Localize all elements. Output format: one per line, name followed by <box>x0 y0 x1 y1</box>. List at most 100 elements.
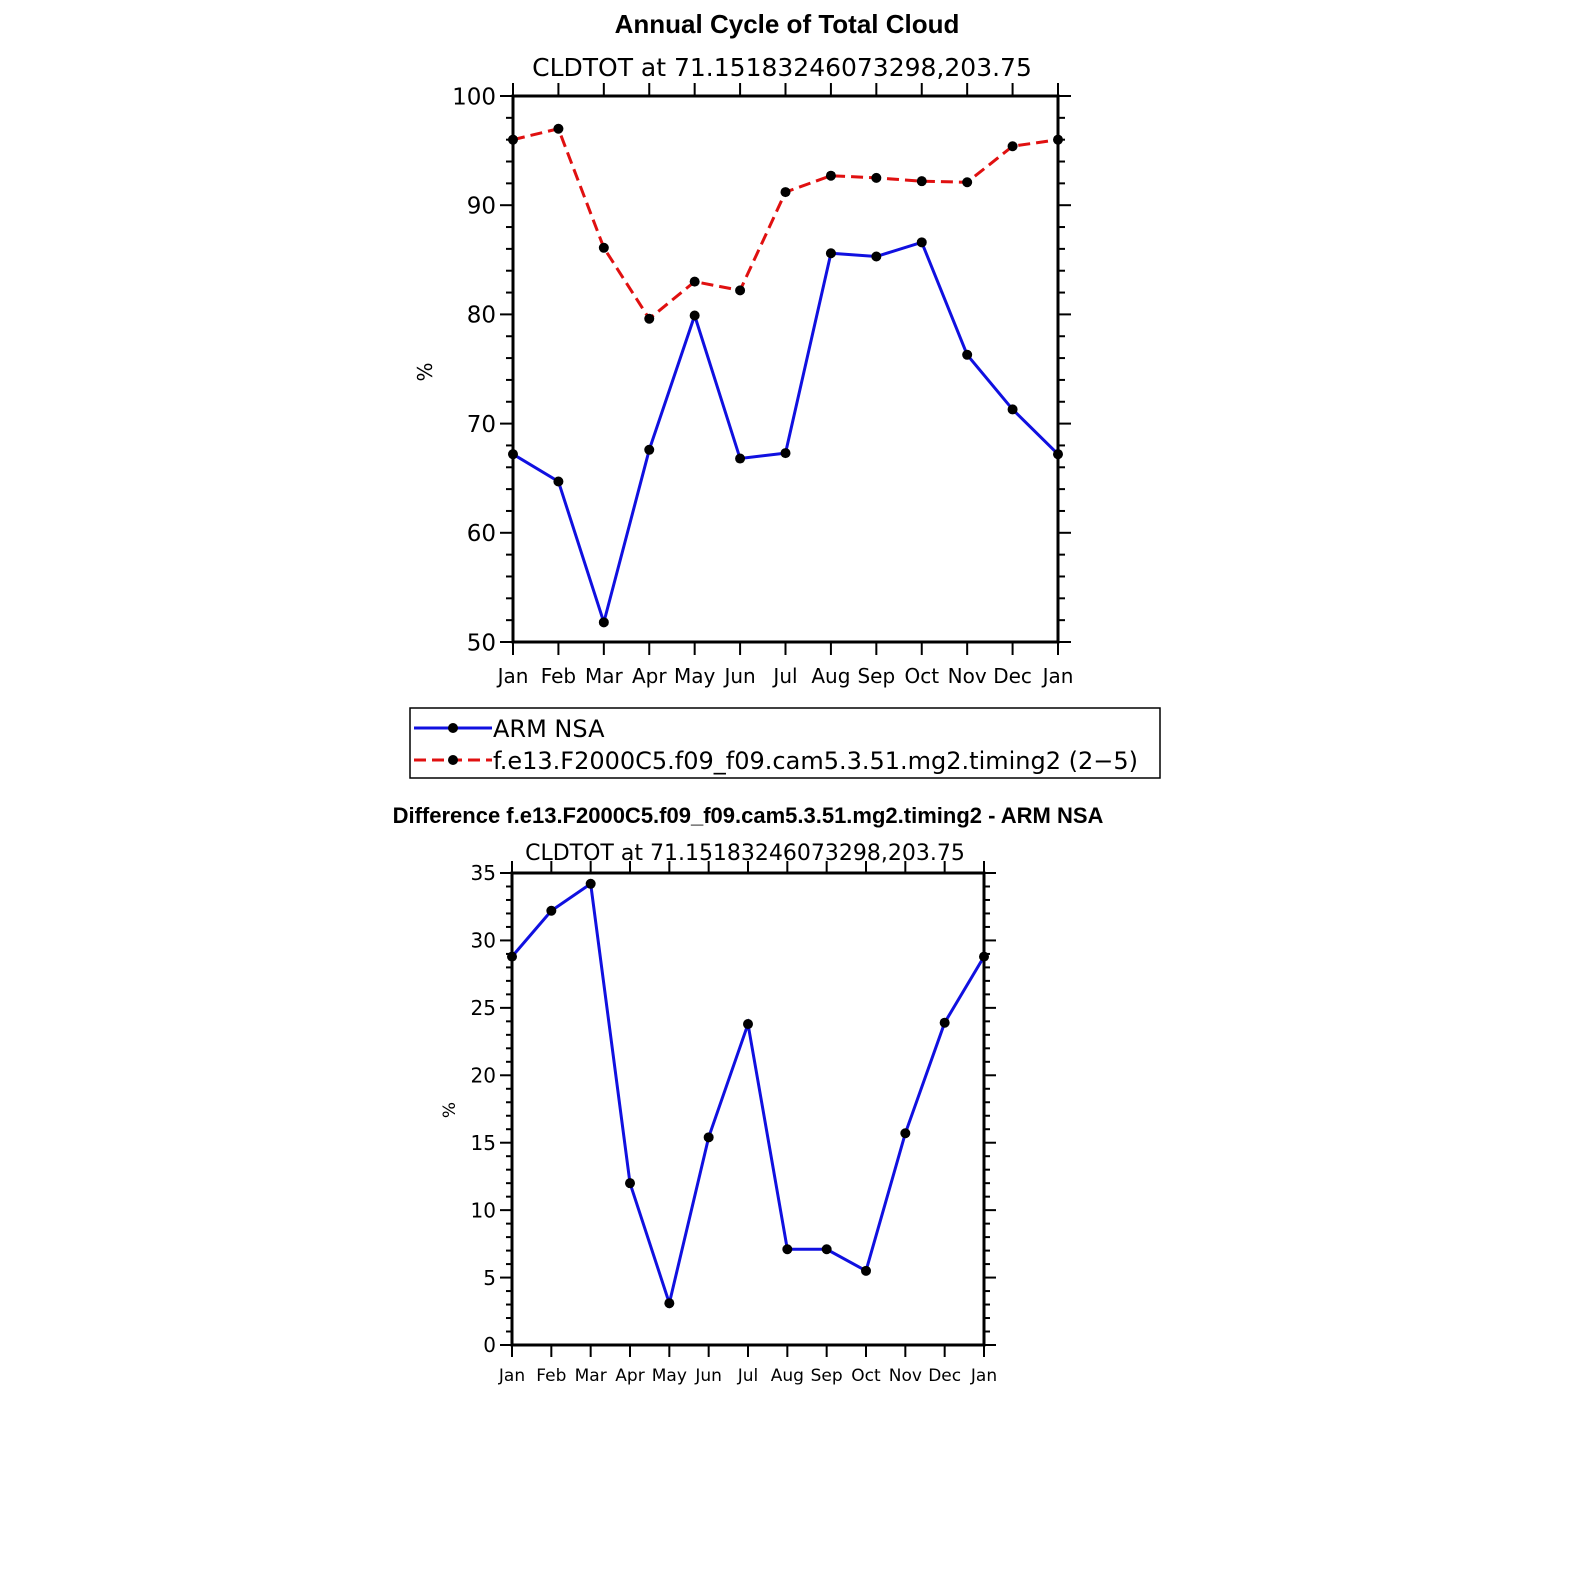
chart1-series-0-point <box>825 248 836 259</box>
legend-marker-model <box>448 755 458 765</box>
chart2-series-0-point <box>743 1019 753 1030</box>
chart1-subtitle: CLDTOT at 71.15183246073298,203.75 <box>532 53 1032 82</box>
chart1-series-1-point <box>1007 141 1018 152</box>
chart1-plot-area: 50 60 70 80 90 100 Jan Feb Mar Apr May Jun Jul Aug Sep… <box>452 83 1073 688</box>
chart1-series-1-point <box>689 276 700 287</box>
chart1-title: Annual Cycle of Total Cloud <box>615 9 960 39</box>
chart2-xtick-label: Sep <box>811 1366 843 1386</box>
chart1-xtick-label: Sep <box>857 664 895 688</box>
chart2-xtick-label: Apr <box>615 1366 644 1386</box>
chart1-ytick-label: 90 <box>467 193 496 219</box>
chart1-ytick-label: 100 <box>452 84 496 110</box>
chart2-series-0-point <box>821 1244 832 1255</box>
chart2-ytick-label: 5 <box>483 1266 496 1290</box>
chart1-xtick-label: Feb <box>541 664 576 688</box>
legend-box <box>409 707 1161 779</box>
chart1-xtick-label: Aug <box>811 664 850 688</box>
chart2-plot-area: 0 5 10 15 20 25 30 35 Jan Feb Mar Apr May Jun Jul Aug Se… <box>471 861 997 1386</box>
chart2-series-0-point <box>625 1178 635 1189</box>
chart1-series-0-point <box>1053 449 1063 460</box>
chart1-series-0-point <box>553 476 564 487</box>
chart1-series-1-point <box>916 176 927 187</box>
chart2-ytick-label: 35 <box>471 861 496 885</box>
legend-label-arm-nsa: ARM NSA <box>493 715 605 743</box>
chart2-series-0-point <box>703 1132 714 1143</box>
chart2-series-0-point <box>782 1244 793 1255</box>
chart2-series-0-point <box>939 1017 950 1028</box>
chart2-series-0-point <box>664 1298 675 1309</box>
chart1-series-1-point <box>644 313 655 324</box>
chart1-xtick-label: Jan <box>1041 664 1074 688</box>
chart1-series-0-point <box>689 310 700 321</box>
chart2-series-0-point <box>900 1128 911 1139</box>
chart2-subtitle: CLDTOT at 71.15183246073298,203.75 <box>525 841 965 866</box>
chart1-ytick-label: 50 <box>467 630 496 656</box>
chart1-xtick-label: Mar <box>585 664 624 688</box>
chart1-series-0-point <box>1007 404 1018 415</box>
chart1-series-1-line <box>512 126 1059 321</box>
chart1-series-1-point <box>735 285 746 296</box>
chart2-ytick-label: 25 <box>471 996 496 1020</box>
chart2-xtick-label: Aug <box>771 1366 804 1386</box>
chart2-xtick-label: Mar <box>575 1366 607 1386</box>
chart2-xtick-label: May <box>652 1366 687 1386</box>
chart1-series-1-point <box>553 123 564 134</box>
annual-cycle-chart: Annual Cycle of Total Cloud CLDTOT at 71… <box>413 9 1073 688</box>
chart1-xtick-label: Jan <box>496 664 529 688</box>
chart2-xtick-label: Jan <box>498 1366 525 1386</box>
chart1-ytick-label: 60 <box>467 521 496 547</box>
chart1-ytick-label: 80 <box>467 303 496 329</box>
chart2-ylabel: % <box>440 1102 460 1118</box>
chart1-series-1-point <box>780 187 791 198</box>
chart2-xtick-label: Feb <box>536 1366 566 1386</box>
chart2-ytick-label: 10 <box>471 1198 496 1222</box>
chart1-series-0-point <box>916 237 927 248</box>
chart2-xtick-label: Jun <box>694 1366 722 1386</box>
chart1-xtick-label: Nov <box>948 664 987 688</box>
chart1-xtick-label: Jul <box>771 664 797 688</box>
chart2-ytick-label: 0 <box>483 1333 496 1357</box>
chart1-series-0-point <box>780 448 791 459</box>
chart1-xtick-label: Jun <box>722 664 755 688</box>
chart1-series-1-point <box>871 172 882 183</box>
chart1-ylabel: % <box>413 362 437 381</box>
chart1-series-0-point <box>598 617 609 628</box>
chart2-xtick-label: Jul <box>737 1366 759 1386</box>
legend-label-model: f.e13.F2000C5.f09_f09.cam5.3.51.mg2.timi… <box>493 747 1138 775</box>
chart2-series-0-point <box>507 951 517 962</box>
chart2-ytick-label: 15 <box>471 1131 496 1155</box>
chart1-xtick-label: Apr <box>632 664 667 688</box>
chart1-series-0-point <box>871 251 882 262</box>
chart1-series-1-point <box>962 177 973 188</box>
chart1-series-1-point <box>508 134 518 145</box>
chart1-xtick-label: Dec <box>993 664 1032 688</box>
chart1-series-0-point <box>735 453 746 464</box>
chart1-series-1-point <box>1053 134 1063 145</box>
chart2-xtick-label: Dec <box>928 1366 961 1386</box>
chart1-xtick-label: May <box>674 664 716 688</box>
chart2-ytick-label: 30 <box>471 929 496 953</box>
chart1-legend: ARM NSA f.e13.F2000C5.f09_f09.cam5.3.51.… <box>409 707 1161 779</box>
chart1-series-0-point <box>644 444 655 455</box>
chart1-xtick-label: Oct <box>904 664 939 688</box>
chart2-series-0-point <box>546 905 557 916</box>
chart1-series-0-line <box>512 240 1060 628</box>
chart1-series-0-point <box>962 349 973 360</box>
chart1-series-1-point <box>598 242 609 253</box>
chart2-title: Difference f.e13.F2000C5.f09_f09.cam5.3.… <box>393 803 1104 828</box>
chart1-series-1-point <box>825 170 836 181</box>
difference-chart: Difference f.e13.F2000C5.f09_f09.cam5.3.… <box>393 803 1104 1386</box>
chart1-ytick-label: 70 <box>467 412 496 438</box>
chart2-ytick-label: 20 <box>471 1063 496 1087</box>
chart2-series-0-point <box>585 878 596 889</box>
chart2-xtick-label: Oct <box>851 1366 881 1386</box>
chart1-frame <box>511 94 1060 644</box>
chart1-series-0-point <box>508 449 518 460</box>
chart2-xtick-label: Jan <box>970 1366 997 1386</box>
legend-marker-arm-nsa <box>448 723 458 733</box>
chart2-series-0-line <box>510 881 986 1309</box>
chart2-series-0-point <box>861 1265 871 1276</box>
chart2-series-0-point <box>979 951 989 962</box>
chart2-xtick-label: Nov <box>889 1366 922 1386</box>
